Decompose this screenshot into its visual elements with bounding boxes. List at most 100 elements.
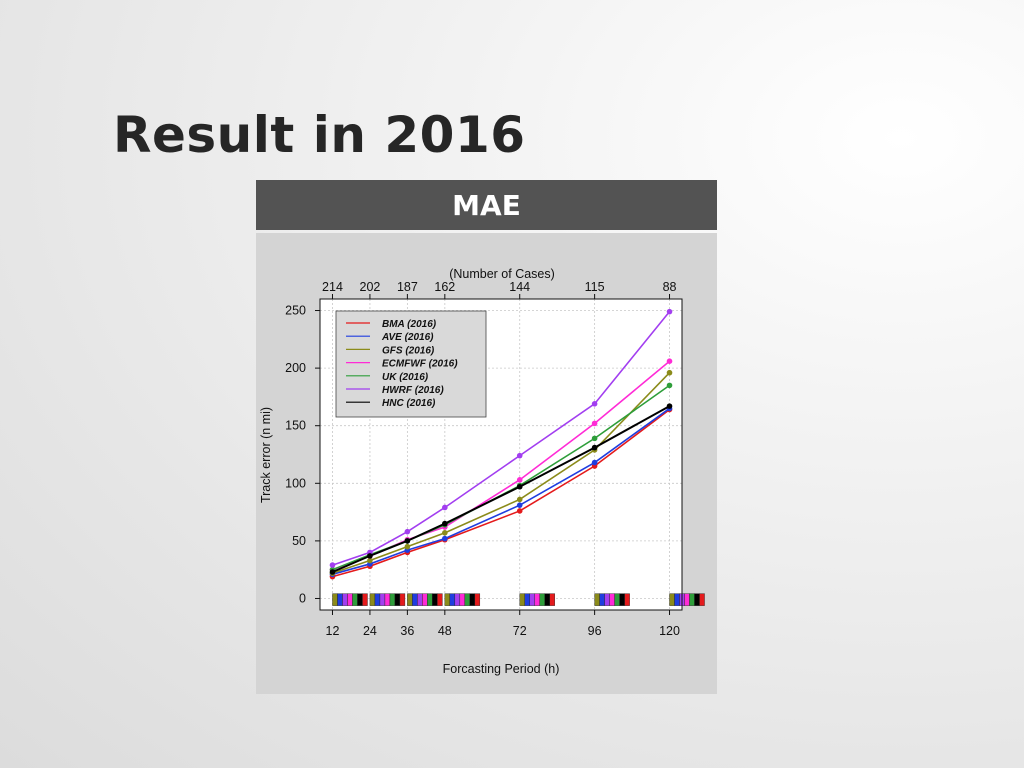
data-point <box>442 535 448 542</box>
sample-bar-strip <box>394 593 401 606</box>
sample-bar-strip <box>332 593 338 606</box>
sample-bar-strip <box>379 593 386 606</box>
legend-label: HWRF (2016) <box>382 385 444 396</box>
sample-bar-strip <box>549 593 555 606</box>
data-point <box>516 496 523 503</box>
sample-bar-strip <box>594 593 600 606</box>
data-point <box>591 459 598 466</box>
y-tick-label: 0 <box>299 591 306 605</box>
legend-label: HNC (2016) <box>382 398 436 409</box>
sample-bar-strip <box>399 593 406 606</box>
chart-header-bar: MAE <box>256 180 717 230</box>
x-tick-label: 12 <box>326 624 340 638</box>
sample-bar-strip <box>684 593 690 606</box>
sample-bar-strip <box>619 593 625 606</box>
y-axis-title: Track error (n mi) <box>259 407 273 503</box>
x-tick-label: 24 <box>363 624 377 638</box>
sample-bar-strip <box>669 593 675 606</box>
data-point <box>516 483 523 490</box>
sample-bar-strip <box>427 593 433 606</box>
y-tick-label: 150 <box>285 419 306 433</box>
sample-bar-strip <box>422 593 428 606</box>
top-tick-label: 144 <box>509 280 530 294</box>
top-tick-label: 88 <box>663 280 677 294</box>
sample-bar-strip <box>357 593 363 606</box>
sample-bar-strip <box>519 593 525 606</box>
legend-label: BMA (2016) <box>382 319 437 330</box>
data-point <box>666 308 673 315</box>
data-point <box>442 520 448 527</box>
data-point <box>591 444 598 451</box>
sample-bar-strip <box>459 593 466 606</box>
y-tick-label: 50 <box>292 534 306 548</box>
sample-bar-strip <box>624 593 630 606</box>
line-chart: 12 24 36 48 72 96 120 214 202 187 162 144 115 88 0 50 10… <box>259 267 705 676</box>
sample-bar-strip <box>347 593 353 606</box>
data-point <box>516 477 523 483</box>
top-tick-label: 214 <box>322 280 343 294</box>
sample-bar-strip <box>539 593 545 606</box>
top-tick-label: 162 <box>434 280 455 294</box>
sample-bar-strip <box>389 593 396 606</box>
legend-label: UK (2016) <box>382 372 429 383</box>
sample-bar-strip <box>362 593 368 606</box>
sample-bar-strip <box>524 593 530 606</box>
sample-bar-strip <box>474 593 481 606</box>
legend-box <box>335 310 487 418</box>
data-point <box>516 452 523 459</box>
data-point <box>666 403 673 409</box>
top-tick-label: 115 <box>585 280 605 294</box>
data-point <box>404 528 411 535</box>
y-tick-label: 250 <box>285 304 306 318</box>
data-point <box>666 369 673 376</box>
sample-bar-strip <box>699 593 705 606</box>
sample-bar-strip <box>464 593 471 606</box>
sample-bar-strip <box>534 593 540 606</box>
slide-title: Result in 2016 <box>113 106 526 164</box>
top-tick-label: 202 <box>360 280 381 294</box>
data-point <box>591 435 598 442</box>
data-point <box>591 401 598 407</box>
x-tick-label: 120 <box>659 624 680 638</box>
sample-bar-strip <box>352 593 358 606</box>
sample-bar-strip <box>604 593 610 606</box>
top-tick-label: 187 <box>397 280 418 294</box>
sample-bar-strip <box>469 593 476 606</box>
y-tick-label: 100 <box>285 476 306 490</box>
x-tick-label: 48 <box>438 624 452 638</box>
sample-bar-strip <box>412 593 418 606</box>
sample-bar-strip <box>384 593 391 606</box>
plot-frame <box>319 298 683 611</box>
legend-label: ECMFWF (2016) <box>382 359 458 370</box>
legend-label: GFS (2016) <box>382 345 435 356</box>
data-point <box>329 562 336 568</box>
data-point <box>516 502 523 508</box>
x-axis-title: Forcasting Period (h) <box>443 662 560 676</box>
sample-bar-strip <box>417 593 423 606</box>
chart-header-label: MAE <box>452 188 521 222</box>
data-point <box>404 543 411 550</box>
x-tick-label: 36 <box>400 624 414 638</box>
x-tick-label: 96 <box>588 624 602 638</box>
sample-bar-strip <box>432 593 438 606</box>
sample-bar-strip <box>544 593 550 606</box>
data-point <box>329 569 336 575</box>
sample-bar-strip <box>694 593 700 606</box>
sample-bar-strip <box>529 593 535 606</box>
top-axis-title: (Number of Cases) <box>449 267 555 281</box>
sample-bar-strip <box>674 593 680 606</box>
data-point <box>666 382 673 389</box>
sample-bar-strip <box>449 593 456 606</box>
sample-bar-strip <box>407 593 413 606</box>
chart-panel: 12 24 36 48 72 96 120 214 202 187 162 144 115 88 0 50 10… <box>256 233 717 694</box>
data-point <box>442 504 448 511</box>
data-point <box>442 530 448 536</box>
y-tick-label: 200 <box>285 361 306 375</box>
sample-bar-strip <box>437 593 443 606</box>
legend-label: AVE (2016) <box>381 332 434 343</box>
sample-bar-strip <box>614 593 620 606</box>
sample-bar-strip <box>374 593 381 606</box>
sample-bar-strip <box>342 593 348 606</box>
sample-bar-strip <box>454 593 461 606</box>
sample-bar-strip <box>337 593 343 606</box>
